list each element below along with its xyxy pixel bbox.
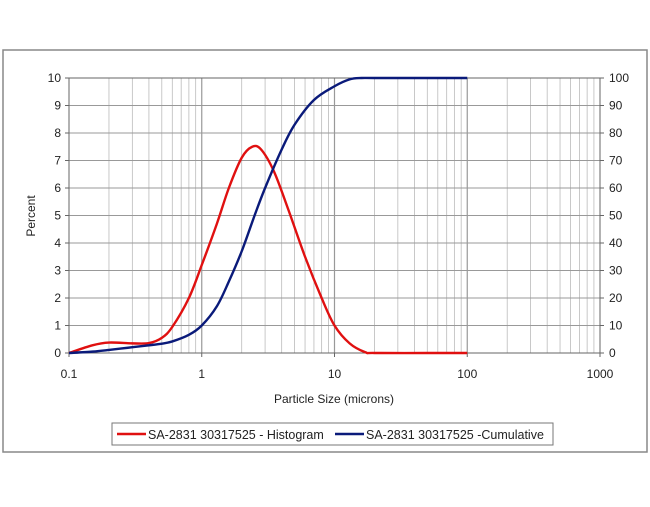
y-tick-label: 6 xyxy=(54,181,61,195)
chart-frame xyxy=(2,49,648,453)
x-tick-label: 100 xyxy=(457,367,477,381)
y-tick-label: 10 xyxy=(48,71,62,85)
y-tick-label: 7 xyxy=(54,154,61,168)
y2-tick-label: 0 xyxy=(609,346,616,360)
x-axis-label: Particle Size (microns) xyxy=(274,392,394,406)
y-tick-label: 1 xyxy=(54,319,61,333)
y2-tick-label: 80 xyxy=(609,126,623,140)
y-tick-label: 8 xyxy=(54,126,61,140)
legend: SA-2831 30317525 - Histogram SA-2831 303… xyxy=(111,422,554,446)
y2-tick-label: 100 xyxy=(609,71,629,85)
y-tick-label: 3 xyxy=(54,264,61,278)
y2-tick-label: 10 xyxy=(609,319,623,333)
y2-tick-label: 90 xyxy=(609,99,623,113)
legend-label-histogram: SA-2831 30317525 - Histogram xyxy=(148,428,324,442)
y-axis-label: Percent xyxy=(24,195,38,237)
x-tick-label: 0.1 xyxy=(61,367,78,381)
y2-tick-label: 30 xyxy=(609,264,623,278)
series-line-histogram xyxy=(68,144,468,355)
series-line-cumulative xyxy=(68,76,468,355)
y-tick-label: 0 xyxy=(54,346,61,360)
y2-tick-label: 50 xyxy=(609,209,623,223)
legend-box xyxy=(111,422,554,446)
grid xyxy=(69,77,600,354)
y-tick-label: 9 xyxy=(54,99,61,113)
y2-tick-label: 70 xyxy=(609,154,623,168)
series xyxy=(68,76,468,355)
y2-tick-label: 60 xyxy=(609,181,623,195)
y2-tick-label: 20 xyxy=(609,291,623,305)
x-tick-label: 10 xyxy=(328,367,342,381)
x-tick-label: 1000 xyxy=(587,367,614,381)
legend-label-cumulative: SA-2831 30317525 -Cumulative xyxy=(366,428,544,442)
y-tick-label: 5 xyxy=(54,209,61,223)
y-tick-label: 2 xyxy=(54,291,61,305)
y-tick-label: 4 xyxy=(54,236,61,250)
y2-tick-label: 40 xyxy=(609,236,623,250)
x-tick-label: 1 xyxy=(198,367,205,381)
